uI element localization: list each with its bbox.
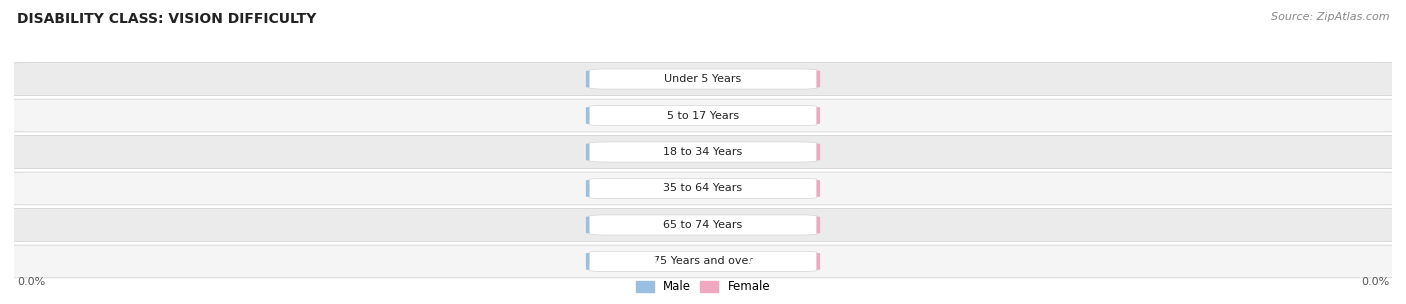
Text: Under 5 Years: Under 5 Years — [665, 74, 741, 84]
FancyBboxPatch shape — [0, 99, 1406, 132]
FancyBboxPatch shape — [589, 69, 817, 89]
FancyBboxPatch shape — [589, 178, 817, 199]
Text: 0.0%: 0.0% — [17, 277, 45, 287]
FancyBboxPatch shape — [0, 63, 1406, 95]
FancyBboxPatch shape — [589, 142, 817, 162]
Text: 75 Years and over: 75 Years and over — [652, 257, 754, 266]
FancyBboxPatch shape — [586, 180, 703, 197]
FancyBboxPatch shape — [586, 143, 703, 161]
FancyBboxPatch shape — [589, 215, 817, 235]
Text: 0.0%: 0.0% — [630, 220, 659, 230]
Text: 0.0%: 0.0% — [630, 257, 659, 266]
Text: DISABILITY CLASS: VISION DIFFICULTY: DISABILITY CLASS: VISION DIFFICULTY — [17, 12, 316, 26]
FancyBboxPatch shape — [0, 172, 1406, 205]
FancyBboxPatch shape — [703, 107, 820, 124]
FancyBboxPatch shape — [703, 180, 820, 197]
FancyBboxPatch shape — [0, 209, 1406, 241]
FancyBboxPatch shape — [703, 253, 820, 270]
FancyBboxPatch shape — [586, 216, 703, 234]
FancyBboxPatch shape — [586, 253, 703, 270]
FancyBboxPatch shape — [0, 245, 1406, 278]
Text: 0.0%: 0.0% — [1361, 277, 1389, 287]
Text: 0.0%: 0.0% — [630, 111, 659, 120]
Text: 0.0%: 0.0% — [630, 147, 659, 157]
FancyBboxPatch shape — [586, 70, 703, 88]
FancyBboxPatch shape — [0, 136, 1406, 168]
FancyBboxPatch shape — [703, 216, 820, 234]
Text: 65 to 74 Years: 65 to 74 Years — [664, 220, 742, 230]
Text: 0.0%: 0.0% — [747, 220, 776, 230]
Text: 0.0%: 0.0% — [747, 147, 776, 157]
FancyBboxPatch shape — [589, 105, 817, 126]
Text: 5 to 17 Years: 5 to 17 Years — [666, 111, 740, 120]
Text: 0.0%: 0.0% — [630, 74, 659, 84]
FancyBboxPatch shape — [703, 143, 820, 161]
Text: 35 to 64 Years: 35 to 64 Years — [664, 184, 742, 193]
Legend: Male, Female: Male, Female — [631, 276, 775, 298]
Text: Source: ZipAtlas.com: Source: ZipAtlas.com — [1271, 12, 1389, 22]
FancyBboxPatch shape — [589, 251, 817, 271]
FancyBboxPatch shape — [703, 70, 820, 88]
Text: 0.0%: 0.0% — [747, 184, 776, 193]
Text: 0.0%: 0.0% — [630, 184, 659, 193]
Text: 0.0%: 0.0% — [747, 74, 776, 84]
Text: 0.0%: 0.0% — [747, 257, 776, 266]
Text: 18 to 34 Years: 18 to 34 Years — [664, 147, 742, 157]
FancyBboxPatch shape — [586, 107, 703, 124]
Text: 0.0%: 0.0% — [747, 111, 776, 120]
